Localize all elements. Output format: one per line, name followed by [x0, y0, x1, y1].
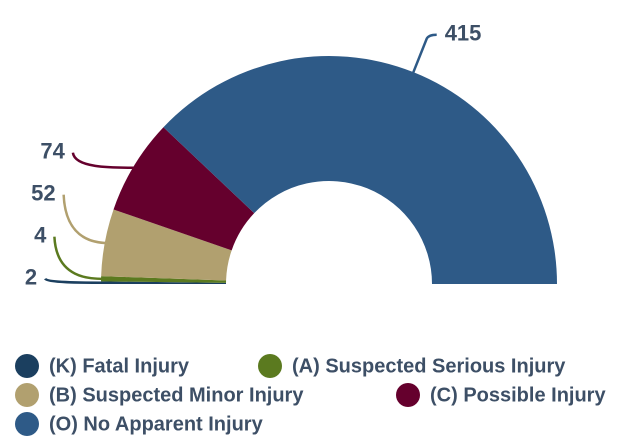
- connector: [44, 277, 106, 284]
- legend-swatch: [15, 412, 39, 436]
- value-label: 415: [445, 21, 482, 46]
- connector: [53, 236, 106, 281]
- value-label: 2: [25, 265, 37, 290]
- value-label: 4: [34, 223, 47, 248]
- legend-swatch: [15, 354, 39, 378]
- slice: [101, 281, 227, 284]
- value-label: 74: [40, 139, 65, 164]
- slice: [113, 127, 255, 251]
- slice: [101, 209, 232, 281]
- connector: [71, 152, 138, 170]
- slice: [163, 56, 557, 285]
- legend-label: (K) Fatal Injury: [49, 355, 190, 377]
- value-label: 52: [31, 181, 55, 206]
- legend-label: (O) No Apparent Injury: [49, 413, 264, 435]
- legend-label: (A) Suspected Serious Injury: [292, 355, 566, 377]
- connector: [410, 33, 437, 77]
- legend-label: (C) Possible Injury: [430, 384, 606, 406]
- legend-swatch: [396, 383, 420, 407]
- slice: [101, 276, 227, 283]
- legend-swatch: [258, 354, 282, 378]
- connector: [62, 194, 109, 245]
- legend-swatch: [15, 383, 39, 407]
- legend-label: (B) Suspected Minor Injury: [49, 384, 304, 406]
